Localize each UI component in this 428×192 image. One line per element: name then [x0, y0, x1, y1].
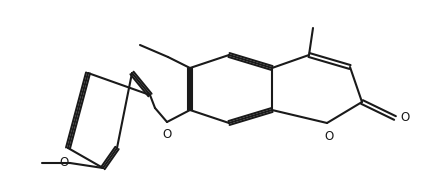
Text: O: O [401, 112, 410, 124]
Text: O: O [60, 156, 69, 170]
Text: O: O [162, 128, 172, 142]
Text: O: O [324, 129, 333, 142]
